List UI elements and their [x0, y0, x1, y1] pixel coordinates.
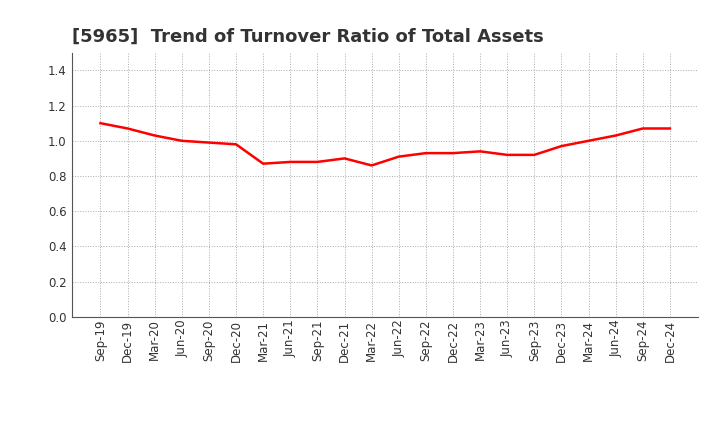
Text: [5965]  Trend of Turnover Ratio of Total Assets: [5965] Trend of Turnover Ratio of Total … — [72, 28, 544, 46]
